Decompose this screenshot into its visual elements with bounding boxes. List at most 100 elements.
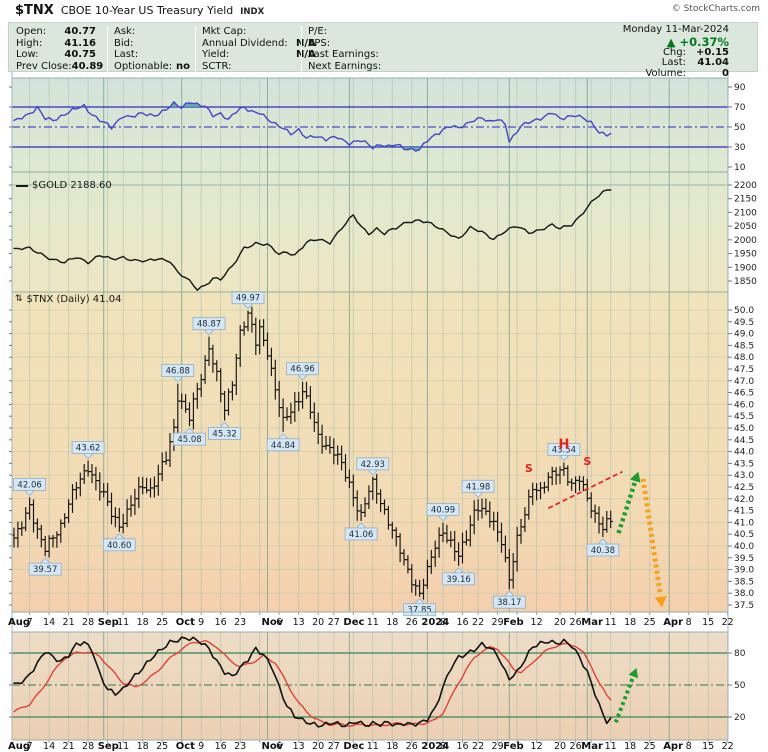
svg-text:16: 16 xyxy=(456,741,468,752)
price-bars xyxy=(11,306,613,600)
quote-info-row: Chg: +0.15 xyxy=(623,46,729,59)
stoch-green-up-arrow xyxy=(613,668,638,724)
svg-text:Dec: Dec xyxy=(343,741,364,752)
quote-row: Next Earnings: xyxy=(308,61,381,73)
quote-value: no xyxy=(176,60,190,72)
svg-text:39.57: 39.57 xyxy=(33,565,57,575)
svg-text:49.5: 49.5 xyxy=(734,318,754,328)
svg-text:13: 13 xyxy=(293,617,305,628)
quote-label: Yield: xyxy=(202,49,230,60)
pattern-letter-h: H xyxy=(558,438,569,453)
svg-text:15: 15 xyxy=(702,617,714,628)
svg-text:15: 15 xyxy=(702,741,714,752)
info-value: 0 xyxy=(722,67,729,79)
svg-text:Sep: Sep xyxy=(98,741,119,752)
quote-row: Last: xyxy=(114,49,206,61)
svg-text:43.5: 43.5 xyxy=(734,459,754,469)
quote-panel: Open: 40.77 High: 41.16 Low: 40.75 Prev Close:… xyxy=(8,22,758,78)
stockcharts-credit: © StockCharts.com xyxy=(671,4,760,14)
svg-text:50.0: 50.0 xyxy=(734,306,754,316)
svg-text:18: 18 xyxy=(137,741,149,752)
panel-backgrounds xyxy=(12,78,728,740)
quote-label: Open: xyxy=(16,26,47,37)
svg-text:25: 25 xyxy=(644,741,656,752)
info-value: +0.15 xyxy=(695,46,729,58)
info-label: Last: xyxy=(661,57,686,68)
rsi-line xyxy=(13,100,612,152)
svg-text:16: 16 xyxy=(215,617,227,628)
price-callout: 49.97 xyxy=(231,291,265,310)
svg-text:18: 18 xyxy=(624,741,636,752)
svg-text:Feb: Feb xyxy=(503,741,523,752)
svg-text:Apr: Apr xyxy=(663,617,683,628)
svg-text:45.08: 45.08 xyxy=(177,435,201,445)
quote-label: Annual Dividend: xyxy=(202,37,288,49)
svg-text:48.87: 48.87 xyxy=(197,320,221,330)
svg-text:Mar: Mar xyxy=(581,617,603,628)
svg-text:25: 25 xyxy=(156,617,168,628)
quote-col-2: Ask: Bid: Last: Optionable: no xyxy=(107,26,206,72)
svg-text:29: 29 xyxy=(492,741,504,752)
svg-text:49.97: 49.97 xyxy=(236,294,260,304)
svg-text:50: 50 xyxy=(734,681,746,691)
svg-text:22: 22 xyxy=(472,617,484,628)
price-callout: 45.08 xyxy=(173,427,206,446)
quote-label: EPS: xyxy=(308,37,331,49)
svg-text:42.93: 42.93 xyxy=(361,460,385,470)
svg-text:6: 6 xyxy=(276,741,282,752)
svg-text:26: 26 xyxy=(570,741,582,752)
info-value: 41.04 xyxy=(697,57,729,68)
quote-value: 41.16 xyxy=(64,37,96,49)
svg-text:22: 22 xyxy=(472,741,484,752)
svg-text:2200: 2200 xyxy=(734,181,757,191)
quote-col-1: Open: 40.77 High: 41.16 Low: 40.75 Prev Close:… xyxy=(16,26,103,72)
title-bar: $TNX CBOE 10-Year US Treasury Yield INDX xyxy=(15,3,264,18)
svg-text:12: 12 xyxy=(531,617,543,628)
quote-value: 40.77 xyxy=(64,26,96,37)
quote-row: Ask: xyxy=(114,26,206,38)
svg-text:9: 9 xyxy=(198,741,204,752)
svg-text:46.5: 46.5 xyxy=(734,389,754,399)
svg-text:26: 26 xyxy=(406,741,418,752)
svg-text:22: 22 xyxy=(722,741,734,752)
svg-text:47.5: 47.5 xyxy=(734,365,754,375)
pattern-letter-s: S xyxy=(583,455,591,468)
svg-text:41.5: 41.5 xyxy=(734,507,754,517)
svg-text:1950: 1950 xyxy=(734,250,757,260)
svg-text:43.54: 43.54 xyxy=(552,445,576,455)
quote-label: Bid: xyxy=(114,37,134,49)
svg-text:12: 12 xyxy=(531,741,543,752)
main-panel-label: ⇅ $TNX (Daily) 41.04 xyxy=(15,294,121,305)
quote-label: Ask: xyxy=(114,26,136,37)
quote-label: Last: xyxy=(114,49,139,60)
svg-text:46.96: 46.96 xyxy=(290,365,314,375)
price-callout: 40.99 xyxy=(426,503,460,522)
stoch-red-line xyxy=(13,639,612,727)
quote-row: Last Earnings: xyxy=(308,49,381,61)
svg-text:2150: 2150 xyxy=(734,195,757,205)
svg-text:28: 28 xyxy=(82,741,94,752)
svg-text:70: 70 xyxy=(734,103,746,113)
svg-text:41.0: 41.0 xyxy=(734,518,754,528)
gold-label-text: $GOLD 2188.60 xyxy=(32,180,112,191)
svg-text:42.06: 42.06 xyxy=(17,480,41,490)
info-label: Volume: xyxy=(645,67,686,79)
svg-text:18: 18 xyxy=(386,617,398,628)
svg-text:27: 27 xyxy=(328,617,340,628)
quote-label: Last Earnings: xyxy=(308,49,379,60)
quote-row: Optionable: no xyxy=(114,61,206,73)
svg-text:49.0: 49.0 xyxy=(734,330,754,340)
svg-text:11: 11 xyxy=(367,741,379,752)
svg-text:21: 21 xyxy=(63,617,75,628)
svg-text:1850: 1850 xyxy=(734,277,757,287)
svg-text:38.5: 38.5 xyxy=(734,577,754,587)
svg-text:Nov: Nov xyxy=(262,741,284,752)
gold-panel-label: $GOLD 2188.60 xyxy=(16,180,112,191)
svg-text:38.0: 38.0 xyxy=(734,589,754,599)
svg-text:44.84: 44.84 xyxy=(271,441,295,451)
svg-text:43.62: 43.62 xyxy=(76,444,100,454)
orange-down-arrow xyxy=(640,478,667,608)
stoch-panel xyxy=(12,636,728,728)
price-callout: 43.54 xyxy=(547,443,581,462)
